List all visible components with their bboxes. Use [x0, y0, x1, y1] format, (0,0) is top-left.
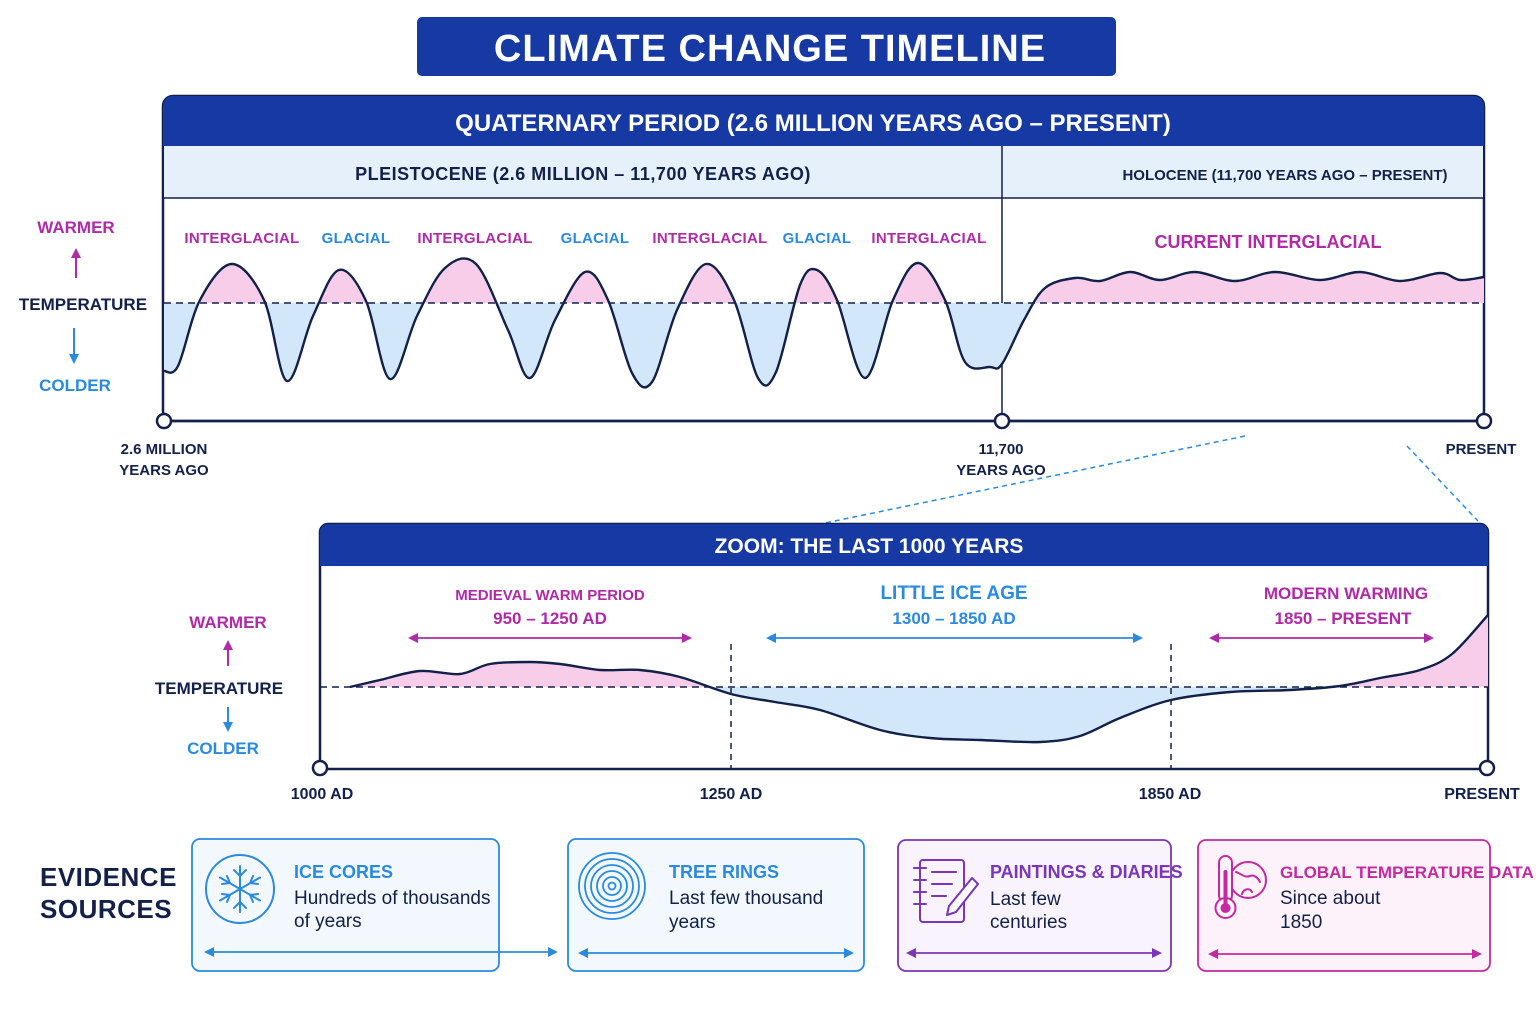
quaternary-heading: QUATERNARY PERIOD (2.6 MILLION YEARS AGO…: [455, 110, 1171, 137]
page-title: CLIMATE CHANGE TIMELINE: [494, 28, 1046, 70]
warm-fill-area: [164, 258, 1484, 303]
period-range: 1300 – 1850 AD: [892, 609, 1015, 628]
zoom-panel: ZOOM: THE LAST 1000 YEARS MEDIEVAL WARM …: [318, 522, 1490, 771]
phase-label: INTERGLACIAL: [417, 230, 532, 247]
timeline-node: [993, 412, 1011, 430]
tick-label: 1250 AD: [700, 786, 763, 803]
zoom-temperature-curve: [320, 614, 1489, 769]
quaternary-temperature-curve: [163, 257, 1485, 389]
card-body: of years: [294, 911, 362, 932]
evidence-heading: EVIDENCE: [40, 862, 177, 892]
temperature-line: [349, 614, 1489, 744]
phase-label: INTERGLACIAL: [871, 230, 986, 247]
timeline-node: [1475, 412, 1493, 430]
tick-label: YEARS AGO: [119, 462, 209, 479]
timeline-node: [1478, 759, 1496, 777]
cold-fill-area: [350, 687, 1488, 743]
tick-label: 1850 AD: [1139, 786, 1202, 803]
timeline-node: [155, 412, 173, 430]
period-name: LITTLE ICE AGE: [880, 583, 1027, 604]
zoom-heading: ZOOM: THE LAST 1000 YEARS: [715, 535, 1024, 558]
colder-label: COLDER: [187, 739, 259, 758]
phase-label: GLACIAL: [783, 230, 852, 247]
tick-label: 1000 AD: [291, 786, 354, 803]
evidence-card-tree-rings: TREE RINGS Last few thousand years: [567, 838, 865, 972]
period-name: MEDIEVAL WARM PERIOD: [455, 587, 645, 604]
cold-fill-area: [164, 303, 1484, 388]
current-interglacial-label: CURRENT INTERGLACIAL: [1155, 232, 1382, 252]
tick-label: 2.6 MILLION: [121, 441, 208, 458]
period-name: MODERN WARMING: [1264, 584, 1428, 603]
tree-rings-icon: [578, 852, 646, 920]
colder-label: COLDER: [39, 376, 111, 395]
card-title: TREE RINGS: [669, 862, 779, 882]
card-body: centuries: [990, 912, 1067, 933]
phase-label: INTERGLACIAL: [652, 230, 767, 247]
snowflake-icon: [205, 854, 275, 924]
tick-label: YEARS AGO: [956, 462, 1046, 479]
evidence-sources: EVIDENCE SOURCES ICE CORES Hundreds of t…: [40, 838, 1534, 972]
quaternary-temperature-axis: WARMER TEMPERATURE COLDER: [19, 218, 147, 395]
zoom-connector-line: [824, 435, 1246, 524]
card-body: Last few: [990, 889, 1061, 910]
pleistocene-label: PLEISTOCENE (2.6 MILLION – 11,700 YEARS …: [355, 164, 811, 184]
phase-label: GLACIAL: [561, 230, 630, 247]
card-body: years: [669, 912, 715, 933]
quaternary-timeline-axis: 2.6 MILLION YEARS AGO 11,700 YEARS AGO P…: [119, 412, 1517, 479]
card-title: PAINTINGS & DIARIES: [990, 862, 1183, 882]
notebook-pencil-icon: [913, 859, 979, 923]
tick-label: PRESENT: [1446, 441, 1517, 458]
period-range: 950 – 1250 AD: [493, 609, 607, 628]
card-title: GLOBAL TEMPERATURE DATA: [1280, 863, 1534, 882]
phase-label: INTERGLACIAL: [184, 230, 299, 247]
card-title: ICE CORES: [294, 862, 393, 882]
temperature-label: TEMPERATURE: [19, 295, 147, 314]
temperature-line: [163, 257, 1485, 389]
card-body: Last few thousand: [669, 888, 823, 909]
card-body: Hundreds of thousands: [294, 888, 490, 909]
evidence-card-paintings-diaries: PAINTINGS & DIARIES Last few centuries: [897, 839, 1183, 972]
zoom-temperature-axis: WARMER TEMPERATURE COLDER: [155, 613, 283, 758]
warmer-label: WARMER: [37, 218, 114, 237]
title-banner: CLIMATE CHANGE TIMELINE: [417, 17, 1116, 76]
phase-label: GLACIAL: [322, 230, 391, 247]
timeline-node: [311, 759, 329, 777]
card-body: 1850: [1280, 912, 1322, 933]
evidence-card-ice-cores: ICE CORES Hundreds of thousands of years: [191, 838, 558, 972]
period-range: 1850 – PRESENT: [1274, 609, 1412, 628]
quaternary-panel: QUATERNARY PERIOD (2.6 MILLION YEARS AGO…: [161, 94, 1486, 423]
warmer-label: WARMER: [189, 613, 266, 632]
evidence-card-global-temperature-data: GLOBAL TEMPERATURE DATA Since about 1850: [1197, 839, 1534, 972]
temperature-label: TEMPERATURE: [155, 679, 283, 698]
card-body: Since about: [1280, 888, 1381, 909]
tick-label: 11,700: [978, 441, 1023, 458]
zoom-timeline-axis: 1000 AD 1250 AD 1850 AD PRESENT: [291, 759, 1520, 803]
thermometer-globe-icon: [1214, 855, 1267, 919]
holocene-label: HOLOCENE (11,700 YEARS AGO – PRESENT): [1122, 167, 1447, 184]
evidence-heading: SOURCES: [40, 894, 172, 924]
tick-label: PRESENT: [1444, 786, 1520, 803]
